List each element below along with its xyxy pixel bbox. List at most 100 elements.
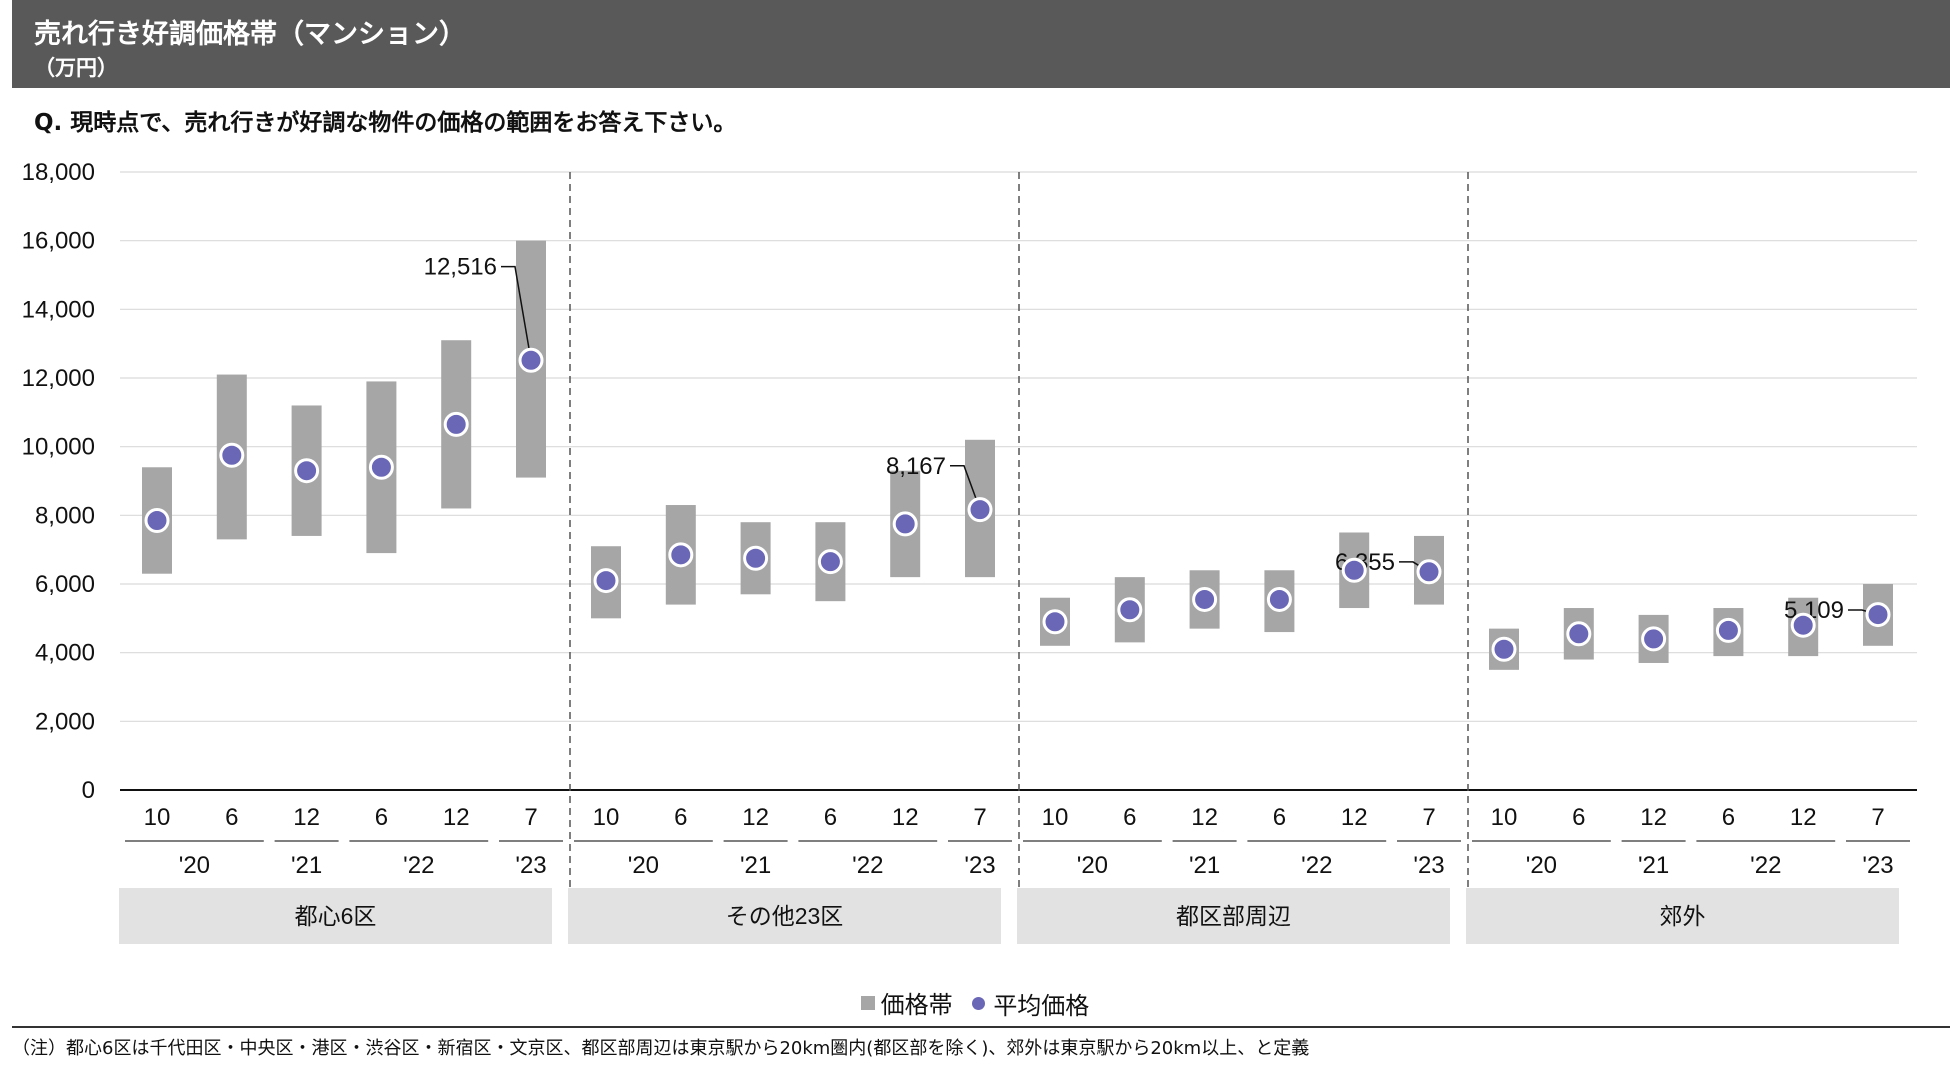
legend: 価格帯 平均価格 xyxy=(0,985,1950,1021)
y-tick-label: 6,000 xyxy=(35,571,95,598)
footnote: （注）都心6区は千代田区・中央区・港区・渋谷区・新宿区・文京区、都区部周辺は東京… xyxy=(12,1038,1310,1059)
legend-item-average: 平均価格 xyxy=(972,986,1089,1021)
average-price-dot xyxy=(892,511,918,537)
legend-item-range: 価格帯 xyxy=(860,985,953,1020)
x-tick-label: 7 xyxy=(524,804,537,831)
y-tick-label: 2,000 xyxy=(35,708,95,735)
x-tick-label: 12 xyxy=(1191,804,1218,831)
chart-title: 売れ行き好調価格帯（マンション） xyxy=(34,19,466,50)
year-label: '23 xyxy=(964,852,995,879)
group-band xyxy=(1466,888,1899,944)
y-tick-label: 12,000 xyxy=(22,365,95,392)
average-price-dot xyxy=(1641,626,1667,652)
y-tick-label: 10,000 xyxy=(22,434,95,461)
y-tick-label: 8,000 xyxy=(35,502,95,529)
legend-average-swatch xyxy=(972,996,986,1010)
average-price-dot xyxy=(443,411,469,437)
group-label: その他23区 xyxy=(726,903,844,929)
x-tick-label: 10 xyxy=(1042,804,1069,831)
average-price-dot xyxy=(1715,617,1741,643)
year-label: '23 xyxy=(1862,852,1893,879)
year-label: '22 xyxy=(1301,852,1332,879)
average-price-dot xyxy=(967,497,993,523)
y-tick-label: 14,000 xyxy=(22,296,95,323)
x-tick-label: 6 xyxy=(1123,804,1136,831)
year-label: '22 xyxy=(1750,852,1781,879)
x-tick-label: 7 xyxy=(1422,804,1435,831)
average-price-dot xyxy=(1790,612,1816,638)
average-price-dot xyxy=(668,542,694,568)
x-tick-label: 6 xyxy=(225,804,238,831)
legend-range-label: 価格帯 xyxy=(880,991,953,1019)
x-tick-label: 7 xyxy=(1871,804,1884,831)
average-price-dot xyxy=(1865,602,1891,628)
average-price-dot xyxy=(518,347,544,373)
x-tick-label: 12 xyxy=(892,804,919,831)
data-label: 8,167 xyxy=(886,453,946,480)
average-price-dot xyxy=(1416,559,1442,585)
year-label: '21 xyxy=(1638,852,1669,879)
x-tick-label: 6 xyxy=(824,804,837,831)
average-price-dot xyxy=(1491,636,1517,662)
y-tick-label: 4,000 xyxy=(35,640,95,667)
x-tick-label: 10 xyxy=(144,804,171,831)
y-tick-label: 0 xyxy=(82,777,95,804)
chart-header: 売れ行き好調価格帯（マンション） （万円） xyxy=(12,0,1950,88)
x-tick-label: 12 xyxy=(1341,804,1368,831)
average-price-dot xyxy=(1117,597,1143,623)
average-price-dot xyxy=(1042,609,1068,635)
x-tick-label: 6 xyxy=(1572,804,1585,831)
group-band xyxy=(1017,888,1450,944)
x-tick-label: 6 xyxy=(674,804,687,831)
x-tick-label: 12 xyxy=(443,804,470,831)
average-price-dot xyxy=(144,507,170,533)
x-tick-label: 6 xyxy=(375,804,388,831)
year-label: '21 xyxy=(291,852,322,879)
year-label: '20 xyxy=(1526,852,1557,879)
x-tick-label: 12 xyxy=(1790,804,1817,831)
y-tick-label: 18,000 xyxy=(22,159,95,186)
year-label: '22 xyxy=(403,852,434,879)
year-label: '21 xyxy=(1189,852,1220,879)
average-price-dot xyxy=(368,454,394,480)
year-label: '23 xyxy=(515,852,546,879)
x-tick-label: 10 xyxy=(593,804,620,831)
group-label: 都心6区 xyxy=(295,903,377,929)
year-label: '22 xyxy=(852,852,883,879)
legend-average-label: 平均価格 xyxy=(993,991,1090,1020)
x-tick-label: 6 xyxy=(1722,804,1735,831)
average-price-dot xyxy=(1566,621,1592,647)
survey-question: Q. 現時点で、売れ行きが好調な物件の価格の範囲をお答え下さい。 xyxy=(34,110,737,136)
average-price-dot xyxy=(593,568,619,594)
average-price-dot xyxy=(1266,586,1292,612)
x-tick-label: 12 xyxy=(742,804,769,831)
y-tick-label: 16,000 xyxy=(22,228,95,255)
average-price-dot xyxy=(294,458,320,484)
average-price-dot xyxy=(743,545,769,571)
legend-range-swatch xyxy=(860,995,875,1010)
group-label: 郊外 xyxy=(1660,903,1706,929)
group-label: 都区部周辺 xyxy=(1176,903,1291,929)
price-range-chart: 0 2,000 4,000 6,000 8,000 10,000 12,000 14,000 1… xyxy=(22,159,1917,944)
footer-divider xyxy=(12,1026,1950,1028)
x-tick-label: 7 xyxy=(973,804,986,831)
average-price-dot xyxy=(1341,557,1367,583)
data-label: 12,516 xyxy=(424,254,497,281)
average-price-dot xyxy=(219,442,245,468)
x-tick-label: 10 xyxy=(1491,804,1518,831)
average-price-dot xyxy=(817,549,843,575)
year-label: '20 xyxy=(628,852,659,879)
year-label: '23 xyxy=(1413,852,1444,879)
x-tick-label: 6 xyxy=(1273,804,1286,831)
x-tick-label: 12 xyxy=(1640,804,1667,831)
group-band xyxy=(568,888,1001,944)
average-price-dot xyxy=(1192,586,1218,612)
x-tick-label: 12 xyxy=(293,804,320,831)
callout-leader xyxy=(950,465,981,510)
callout-leader xyxy=(501,265,532,361)
unit-label: （万円） xyxy=(34,56,118,80)
group-band xyxy=(119,888,552,944)
year-label: '21 xyxy=(740,852,771,879)
year-label: '20 xyxy=(179,852,210,879)
year-label: '20 xyxy=(1077,852,1108,879)
